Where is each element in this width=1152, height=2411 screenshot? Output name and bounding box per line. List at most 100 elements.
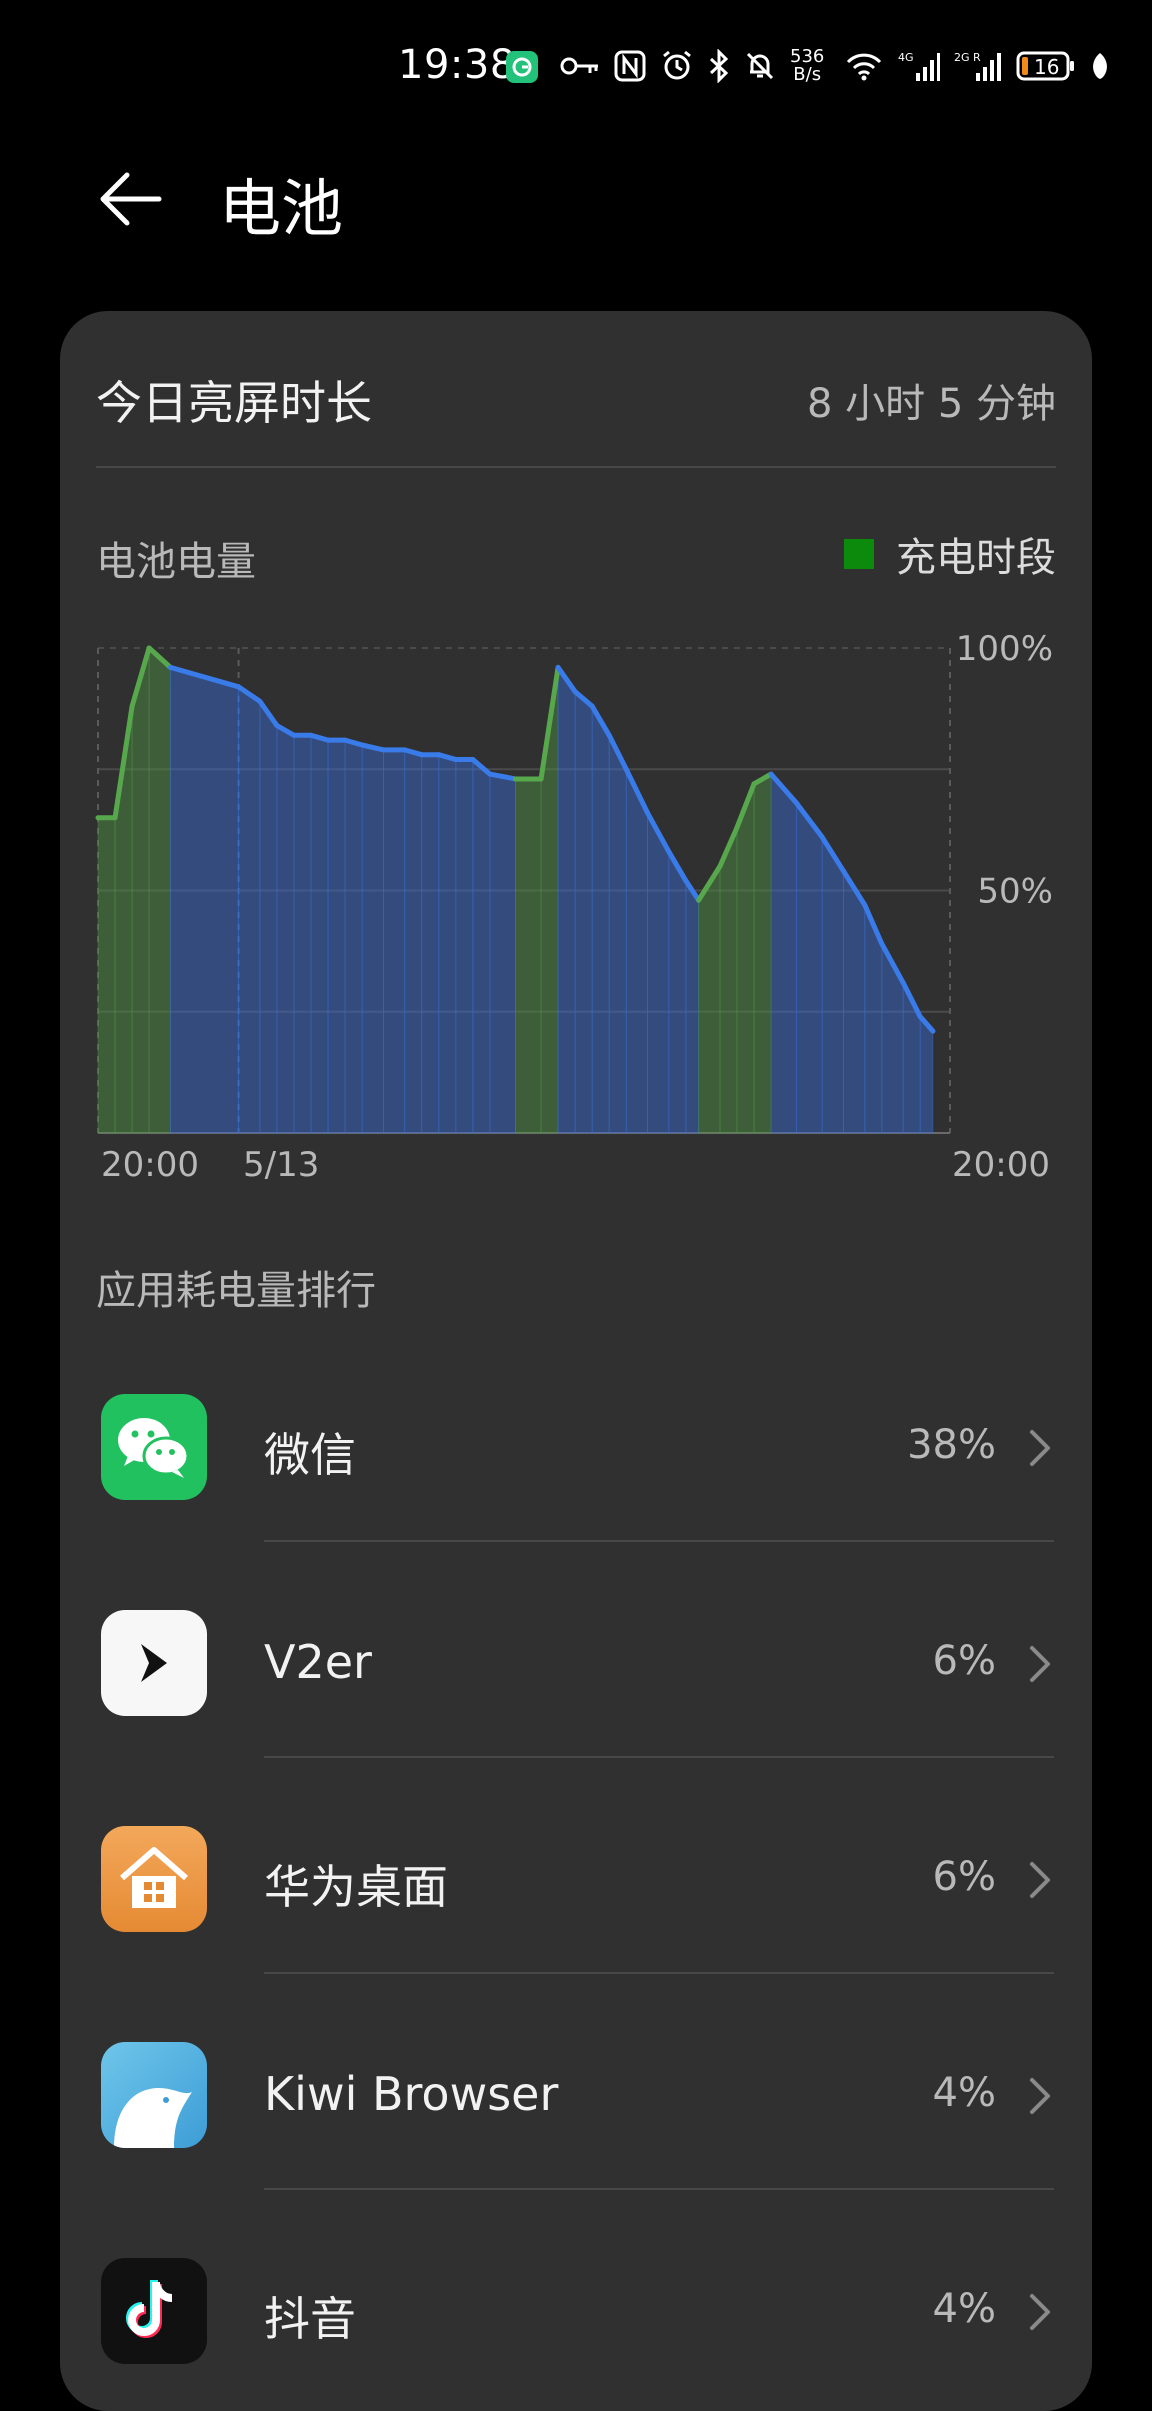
battery-level: 16 xyxy=(1034,55,1059,79)
battery-line xyxy=(487,771,518,782)
discharging-area xyxy=(404,749,423,1134)
app-row[interactable]: V2er 6% xyxy=(60,1540,1092,1756)
x-tick-label: 20:00 xyxy=(101,1145,199,1185)
screen-time-value: 8 小时 5 分钟 xyxy=(806,381,1056,427)
page-title: 电池 xyxy=(219,172,344,245)
charging-area xyxy=(719,827,738,1134)
app-usage-percent: 4% xyxy=(932,2286,996,2332)
divider xyxy=(96,466,1056,468)
battery-line xyxy=(917,1014,936,1034)
discharging-area xyxy=(310,734,329,1134)
battery-line xyxy=(236,684,263,704)
discharging-area xyxy=(591,704,610,1134)
battery-icon: 16 xyxy=(1016,50,1076,82)
charging-area xyxy=(753,773,772,1134)
battery-line xyxy=(606,732,629,772)
charging-line xyxy=(538,664,561,782)
legend-label-charging: 充电时段 xyxy=(896,535,1056,581)
app-row[interactable]: 微信 38% xyxy=(60,1324,1092,1540)
charging-area xyxy=(131,647,150,1134)
row-divider xyxy=(264,1972,1054,1974)
app-row[interactable]: 华为桌面 6% xyxy=(60,1756,1092,1972)
app-name: 抖音 xyxy=(264,2292,356,2346)
back-button[interactable] xyxy=(96,164,166,234)
discharging-area xyxy=(238,686,261,1134)
wifi-icon xyxy=(844,50,884,82)
battery-line xyxy=(794,800,825,840)
net-speed-value: 536 xyxy=(790,46,825,67)
app-name: V2er xyxy=(264,1635,372,1689)
status-bar: 19:38 536 B/s 4G xyxy=(0,0,1152,130)
discharging-area xyxy=(293,734,312,1134)
discharging-area xyxy=(276,724,295,1134)
discharging-area xyxy=(685,879,700,1134)
app-usage-percent: 38% xyxy=(907,1422,996,1468)
app-header: 电池 xyxy=(0,140,1152,260)
svg-text:4G: 4G xyxy=(898,51,914,64)
signal-2g-icon: 2G R xyxy=(954,49,1002,83)
battery-chart: 100% 50% 20:00 5/13 20:00 xyxy=(95,629,1053,1185)
discharging-area xyxy=(489,773,516,1134)
battery-line xyxy=(879,941,906,986)
svg-text:2G R: 2G R xyxy=(954,51,981,64)
discharging-area xyxy=(843,869,866,1134)
chevron-right-icon xyxy=(1030,1862,1050,1898)
leaf-icon xyxy=(1090,51,1110,81)
douyin-icon xyxy=(101,2258,207,2364)
discharging-area xyxy=(361,744,384,1134)
battery-line xyxy=(862,902,885,947)
discharging-area xyxy=(770,773,798,1134)
battery-line xyxy=(167,664,242,690)
app-usage-percent: 6% xyxy=(932,1638,996,1684)
discharging-area xyxy=(455,759,474,1134)
charging-area xyxy=(148,647,171,1134)
charging-swatch xyxy=(844,539,874,569)
wechat-icon xyxy=(101,1394,207,1500)
discharging-area xyxy=(421,754,440,1134)
app-usage-percent: 6% xyxy=(932,1854,996,1900)
battery-line xyxy=(645,810,672,855)
app-notification-icon xyxy=(506,51,538,83)
y-tick-label: 50% xyxy=(977,872,1053,912)
battery-line xyxy=(841,868,868,908)
discharging-area xyxy=(796,802,823,1134)
battery-line xyxy=(257,698,280,729)
discharging-area xyxy=(625,769,648,1134)
alarm-icon xyxy=(660,49,694,83)
app-row[interactable]: Kiwi Browser 4% xyxy=(60,1972,1092,2188)
net-speed-unit: B/s xyxy=(793,64,822,85)
back-arrow-icon xyxy=(100,172,162,226)
chevron-right-icon xyxy=(1030,1430,1050,1466)
discharging-area xyxy=(668,850,687,1134)
charging-area xyxy=(515,778,542,1134)
signal-4g-icon: 4G xyxy=(898,49,940,83)
charging-line xyxy=(112,703,135,821)
app-name: 华为桌面 xyxy=(264,1860,448,1914)
v2er-icon xyxy=(101,1610,207,1716)
charging-line xyxy=(751,771,774,787)
app-row[interactable]: 抖音 4% xyxy=(60,2188,1092,2404)
discharging-area xyxy=(821,835,844,1134)
battery-line xyxy=(470,757,493,777)
chevron-right-icon xyxy=(1030,2294,1050,2330)
battery-line xyxy=(666,849,689,884)
battery-line xyxy=(308,732,331,743)
x-tick-label: 5/13 xyxy=(243,1145,319,1185)
battery-line xyxy=(819,834,846,874)
battery-line xyxy=(342,737,365,748)
charging-area xyxy=(97,817,116,1134)
chevron-right-icon xyxy=(1030,2078,1050,2114)
status-time: 19:38 xyxy=(398,42,516,88)
charging-area xyxy=(736,783,755,1134)
battery-line xyxy=(589,703,612,738)
battery-card: 今日亮屏时长 8 小时 5 分钟 电池电量 充电时段 xyxy=(60,311,1092,2411)
app-name: 微信 xyxy=(264,1428,356,1482)
battery-line xyxy=(359,742,386,753)
discharging-area xyxy=(647,812,670,1134)
y-tick-label: 100% xyxy=(956,629,1053,669)
discharging-area xyxy=(327,739,346,1134)
screen-time-row[interactable]: 今日亮屏时长 8 小时 5 分钟 xyxy=(96,367,1056,447)
charging-line xyxy=(129,645,152,709)
battery-line xyxy=(555,664,578,695)
battery-line xyxy=(402,747,425,758)
